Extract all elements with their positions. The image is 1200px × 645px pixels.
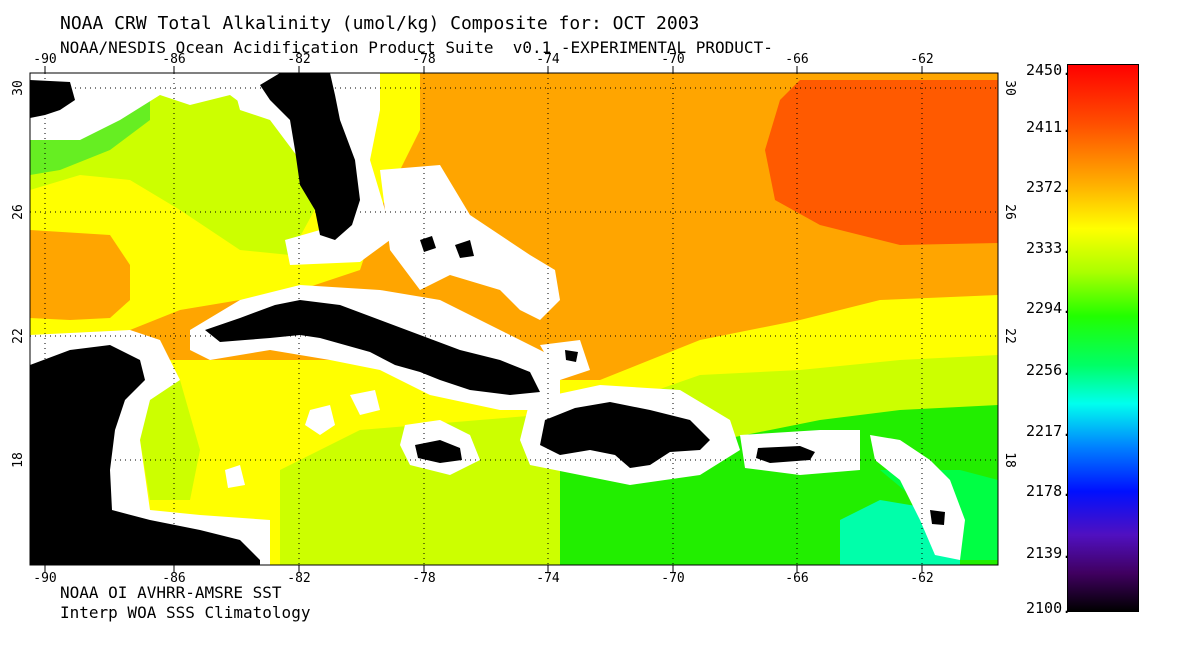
colorbar-label-7: 2178.: [1026, 482, 1072, 500]
lon-tick-top-2: -82: [287, 52, 310, 67]
colorbar-label-3: 2333.: [1026, 239, 1072, 257]
field-orange-west: [30, 230, 130, 320]
lon-tick-top-4: -74: [536, 52, 560, 67]
colorbar-label-2: 2372.: [1026, 178, 1072, 196]
land-yucatan: [30, 345, 260, 565]
land-florida: [260, 73, 360, 240]
lat-tick-right-1: 26: [1002, 204, 1017, 220]
lon-tick-bottom-2: -82: [287, 571, 310, 586]
lon-tick-top-7: -62: [910, 52, 933, 67]
colorbar-label-8: 2139.: [1026, 544, 1072, 562]
map-subtitle: NOAA/NESDIS Ocean Acidification Product …: [60, 38, 773, 57]
lat-tick-right-3: 18: [1002, 452, 1017, 468]
lon-tick-top-1: -86: [162, 52, 185, 67]
colorbar-label-5: 2256.: [1026, 361, 1072, 379]
lon-tick-top-3: -78: [412, 52, 435, 67]
colorbar-label-6: 2217.: [1026, 422, 1072, 440]
lon-tick-bottom-4: -74: [536, 571, 560, 586]
land-masses: [30, 73, 945, 565]
footer-sst-source: NOAA OI AVHRR-AMSRE SST: [60, 583, 282, 602]
alkalinity-fields: [30, 73, 998, 565]
lon-tick-bottom-3: -78: [412, 571, 435, 586]
lon-tick-bottom-1: -86: [162, 571, 185, 586]
colorbar-label-9: 2100.: [1026, 599, 1072, 617]
lon-tick-top-5: -70: [661, 52, 684, 67]
land-jamaica: [415, 440, 462, 463]
lat-tick-left-3: 18: [11, 452, 26, 468]
land-cuba: [205, 300, 540, 395]
lat-tick-left-0: 30: [11, 80, 26, 96]
lon-tick-top-6: -66: [785, 52, 808, 67]
axis-ticks: [44, 66, 923, 572]
field-yellowgreen-yucatan: [140, 380, 200, 500]
field-redorange-ne: [765, 80, 998, 245]
colorbar-gradient: [1067, 64, 1139, 612]
colorbar: [1067, 64, 1139, 612]
lon-tick-bottom-6: -66: [785, 571, 808, 586]
lat-tick-right-2: 22: [1002, 328, 1017, 344]
footer-sss-source: Interp WOA SSS Climatology: [60, 603, 311, 622]
colorbar-label-0: 2450.: [1026, 61, 1072, 79]
colorbar-label-4: 2294.: [1026, 299, 1072, 317]
lon-tick-bottom-7: -62: [910, 571, 933, 586]
lon-tick-bottom-0: -90: [33, 571, 56, 586]
land-hispaniola: [540, 402, 710, 468]
map-title: NOAA CRW Total Alkalinity (umol/kg) Comp…: [60, 13, 700, 34]
lon-tick-bottom-5: -70: [661, 571, 684, 586]
graticule: [30, 73, 998, 565]
colorbar-label-1: 2411.: [1026, 118, 1072, 136]
land-us-gulf: [30, 80, 75, 118]
map-frame: [29, 72, 999, 566]
lat-tick-left-2: 22: [11, 328, 26, 344]
land-puerto-rico: [756, 446, 815, 463]
lat-tick-left-1: 26: [11, 204, 26, 220]
lat-tick-right-0: 30: [1002, 80, 1017, 96]
lon-tick-top-0: -90: [33, 52, 56, 67]
